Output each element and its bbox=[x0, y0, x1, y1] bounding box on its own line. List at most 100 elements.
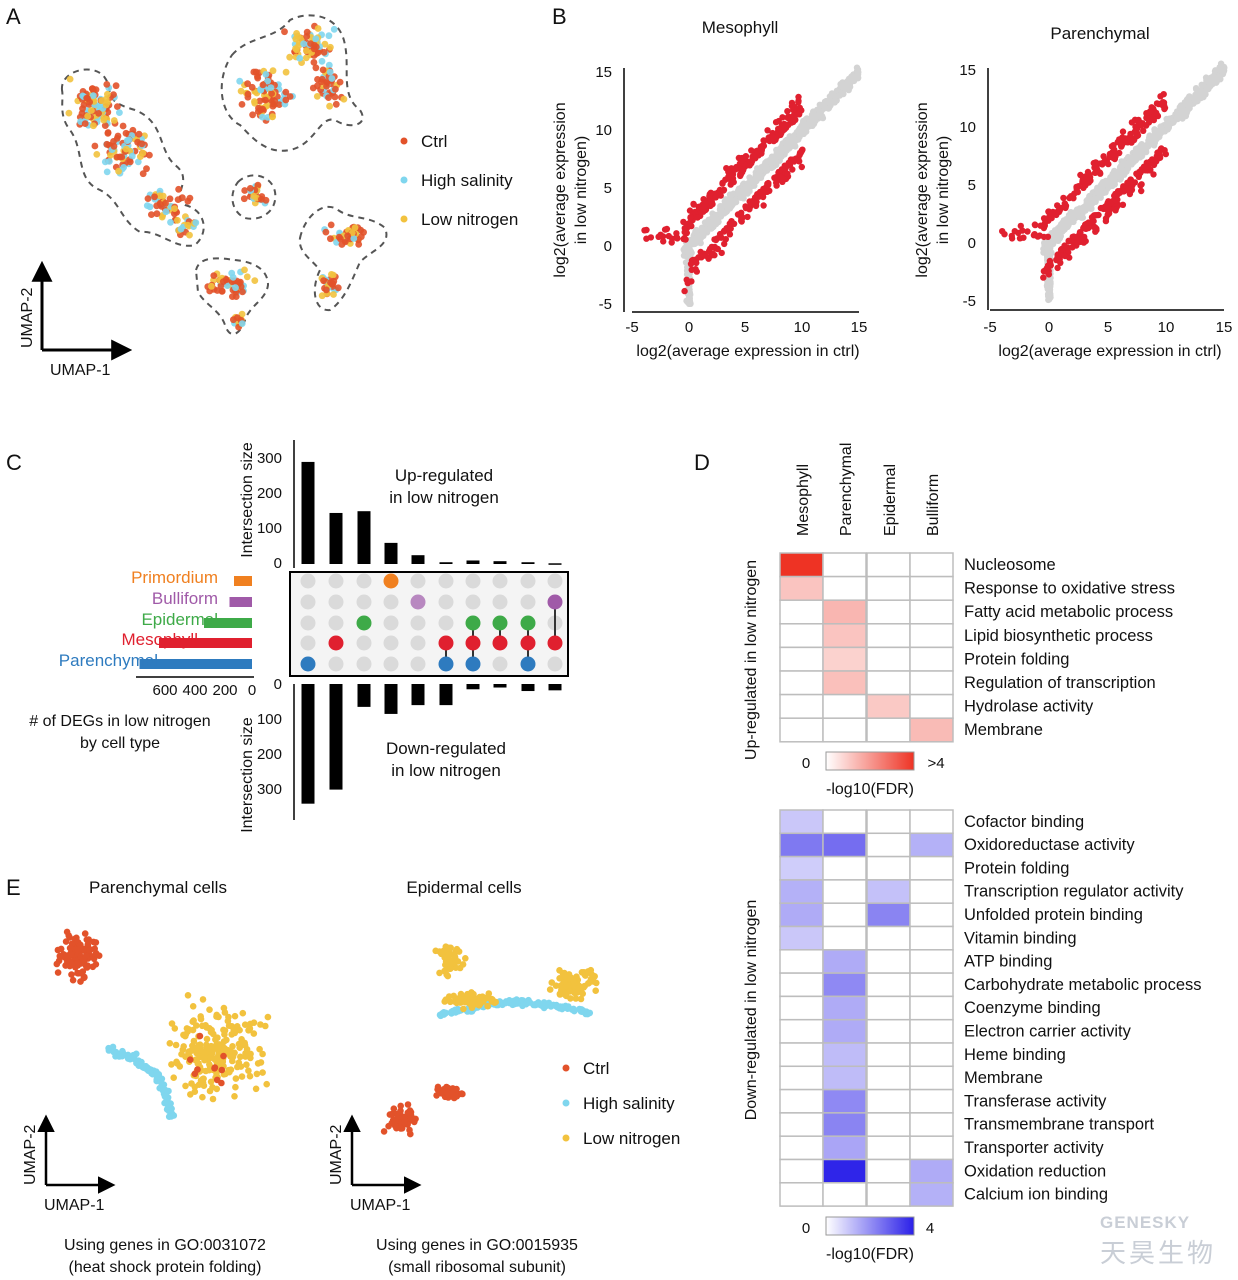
down-tick-0: 0 bbox=[274, 676, 282, 693]
umap-a-point bbox=[103, 168, 111, 176]
umap-e-point bbox=[202, 1067, 210, 1075]
bg-gene-point bbox=[812, 117, 819, 125]
deg-point bbox=[782, 164, 789, 171]
umap-a-point bbox=[262, 71, 270, 78]
matrix-dot-active bbox=[465, 615, 481, 631]
umap-a-point bbox=[229, 274, 237, 281]
deg-point bbox=[1054, 202, 1061, 209]
heatmap-cell bbox=[866, 809, 911, 835]
umap-a-point bbox=[335, 233, 343, 241]
umap-a-point bbox=[303, 47, 310, 55]
heatmap-cell bbox=[909, 693, 954, 719]
bg-gene-point bbox=[1105, 177, 1113, 184]
umap-a-point bbox=[351, 224, 359, 232]
deg-point bbox=[1090, 217, 1097, 225]
heatmap-cell bbox=[866, 995, 911, 1021]
umap-a-point bbox=[320, 48, 328, 56]
e-right-x-label: UMAP-1 bbox=[350, 1197, 411, 1214]
umap-a-point bbox=[302, 54, 310, 62]
heatmap-cell bbox=[779, 646, 824, 672]
deg-point bbox=[712, 245, 720, 252]
umap-e-point bbox=[264, 1013, 272, 1021]
matrix-dot-empty bbox=[492, 573, 508, 589]
heatmap-cell bbox=[822, 693, 867, 719]
heatmap-cell bbox=[909, 832, 954, 858]
umap-a-point bbox=[159, 192, 167, 200]
heatmap-cell bbox=[866, 693, 911, 719]
umap-a-point bbox=[332, 85, 339, 93]
umap-a-point bbox=[237, 283, 245, 291]
deg-point bbox=[660, 238, 667, 245]
umap-e-point bbox=[245, 1067, 252, 1074]
umap-e-point bbox=[185, 1048, 193, 1055]
umap-e-point bbox=[220, 1052, 227, 1060]
set-name-label: Epidermal bbox=[141, 610, 218, 629]
b1-ytick-minus5: -5 bbox=[599, 296, 612, 313]
deg-point bbox=[723, 165, 730, 172]
umap-a-point bbox=[334, 284, 342, 292]
umap-a-point bbox=[100, 116, 108, 124]
matrix-dot-empty bbox=[465, 573, 481, 589]
scatter-title-mesophyll: Mesophyll bbox=[702, 18, 779, 37]
heatmap-cell bbox=[866, 902, 911, 928]
umap-e-point bbox=[62, 938, 70, 945]
umap-a-point bbox=[91, 142, 99, 150]
umap-e-point bbox=[262, 1022, 269, 1030]
umap-a-point bbox=[114, 103, 121, 110]
umap-a-point bbox=[327, 235, 334, 243]
set-name-label: Primordium bbox=[131, 568, 218, 587]
umap-e-point bbox=[187, 1056, 194, 1063]
matrix-dot-active bbox=[465, 635, 481, 651]
umap-a-point bbox=[246, 185, 254, 192]
deg-point bbox=[759, 193, 767, 201]
bg-gene-point bbox=[1051, 230, 1058, 238]
matrix-dot-empty bbox=[383, 615, 399, 631]
bg-gene-point bbox=[1075, 213, 1082, 220]
up-bar bbox=[521, 562, 535, 564]
umap-a-point bbox=[110, 117, 118, 124]
umap-a-point bbox=[208, 282, 215, 290]
umap-a-point bbox=[222, 276, 230, 284]
intersection-matrix bbox=[300, 573, 563, 672]
umap-e-point bbox=[484, 1002, 491, 1010]
umap-e-point bbox=[170, 1074, 177, 1081]
umap-a-point bbox=[321, 40, 329, 48]
umap-a-point bbox=[310, 59, 318, 66]
umap-e-point bbox=[232, 1075, 240, 1082]
umap-e-point bbox=[69, 961, 76, 968]
umap-e-point bbox=[466, 1000, 474, 1007]
umap-a-point bbox=[138, 140, 146, 148]
deg-point bbox=[673, 230, 680, 237]
heatmap-cell bbox=[779, 1042, 824, 1068]
up-tick-200: 200 bbox=[257, 485, 282, 502]
bg-gene-point bbox=[1056, 235, 1064, 242]
umap-a-point bbox=[128, 152, 136, 160]
umap-e-point bbox=[584, 980, 592, 987]
deg-point bbox=[712, 194, 719, 201]
umap-a-point bbox=[81, 120, 89, 127]
bg-gene-point bbox=[752, 175, 760, 183]
up-title-2: in low nitrogen bbox=[389, 488, 499, 507]
bg-gene-point bbox=[836, 92, 844, 99]
umap-a-point bbox=[174, 196, 182, 204]
umap-a-point bbox=[113, 135, 121, 142]
deg-point bbox=[730, 178, 737, 186]
umap-e-point bbox=[592, 987, 599, 994]
umap-e-point bbox=[158, 1080, 165, 1087]
umap-e-point bbox=[242, 1053, 249, 1060]
deg-point bbox=[1057, 246, 1065, 253]
umap-a-point bbox=[232, 284, 239, 292]
deg-point bbox=[1112, 153, 1119, 160]
umap-e-point bbox=[237, 1063, 245, 1070]
legend-low-nitrogen: Low nitrogen bbox=[421, 210, 518, 229]
legend-e-ctrl: Ctrl bbox=[583, 1059, 609, 1078]
umap-a-point bbox=[243, 273, 251, 281]
down-tick-300: 300 bbox=[257, 781, 282, 798]
heatmap-cell bbox=[822, 1182, 867, 1207]
deg-point bbox=[1150, 171, 1157, 178]
umap-e-point bbox=[464, 990, 471, 998]
umap-a-point bbox=[135, 130, 143, 138]
umap-a-point bbox=[66, 75, 74, 83]
umap-e-point bbox=[86, 947, 94, 954]
umap-e-point bbox=[53, 960, 61, 968]
